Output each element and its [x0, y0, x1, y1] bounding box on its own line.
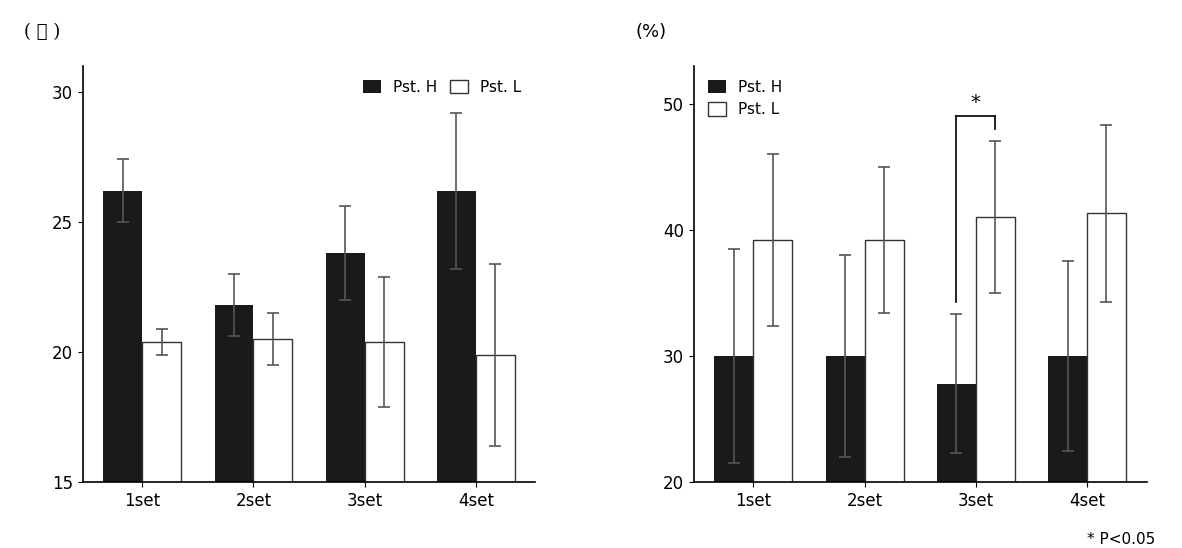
Bar — [1048, 356, 1087, 548]
Bar — [476, 355, 515, 548]
Text: (%): (%) — [635, 23, 667, 41]
Bar — [753, 240, 792, 548]
Bar — [326, 253, 365, 548]
Legend: Pst. H, Pst. L: Pst. H, Pst. L — [357, 73, 528, 101]
Bar — [976, 217, 1014, 548]
Text: *: * — [970, 94, 981, 112]
Text: * P<0.05: * P<0.05 — [1087, 532, 1156, 547]
Bar — [437, 191, 476, 548]
Bar — [365, 342, 403, 548]
Text: ( 回 ): ( 回 ) — [24, 23, 60, 41]
Bar — [714, 356, 753, 548]
Bar — [103, 191, 142, 548]
Bar — [253, 339, 292, 548]
Bar — [1087, 213, 1126, 548]
Bar — [215, 305, 253, 548]
Bar — [864, 240, 903, 548]
Bar — [142, 342, 181, 548]
Legend: Pst. H, Pst. L: Pst. H, Pst. L — [701, 73, 788, 123]
Bar — [826, 356, 864, 548]
Bar — [937, 384, 976, 548]
